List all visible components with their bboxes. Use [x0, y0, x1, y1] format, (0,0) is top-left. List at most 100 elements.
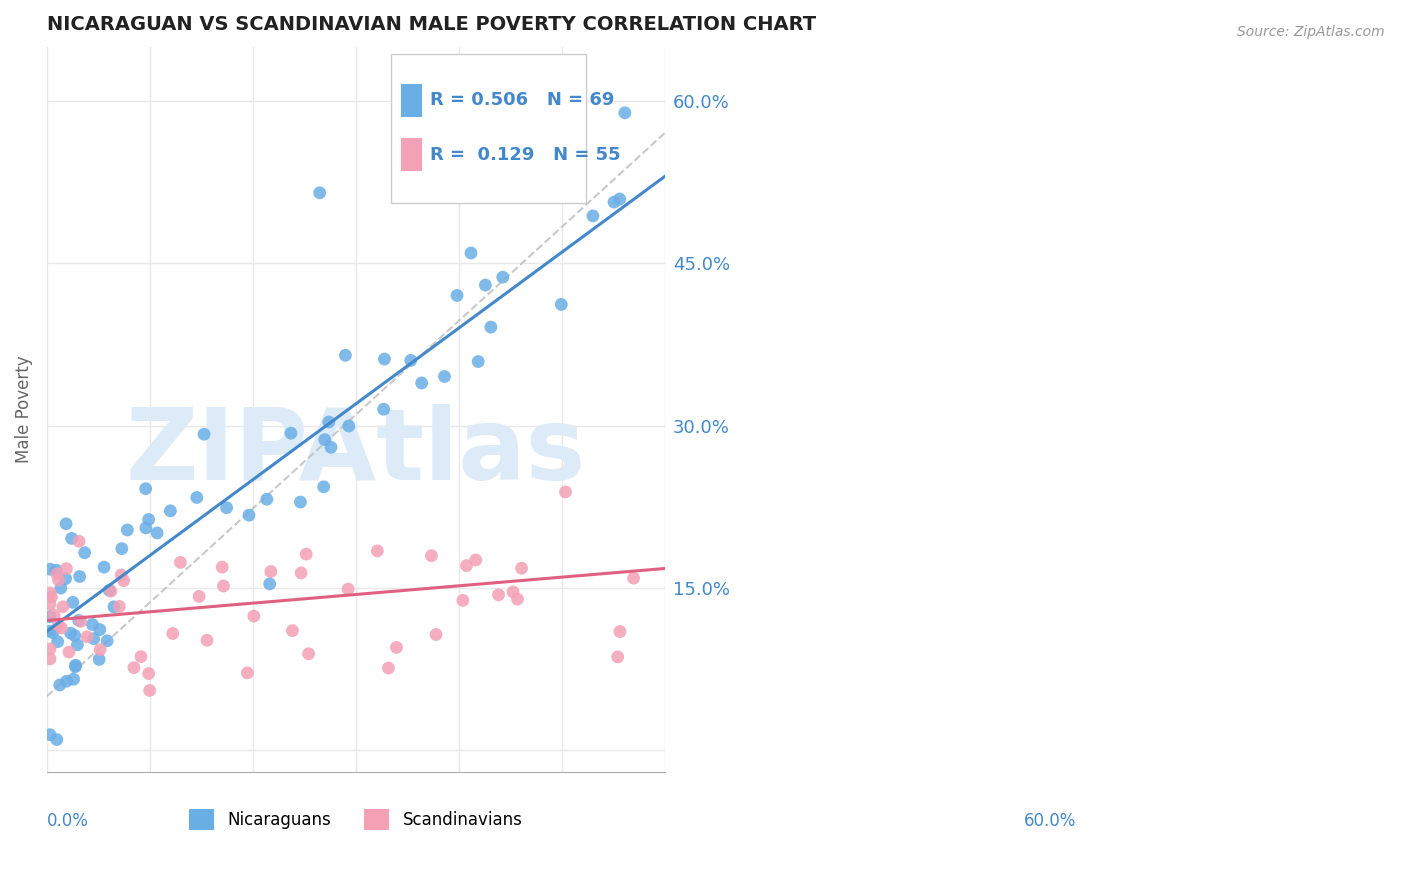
Point: [58, 645, 80, 659]
Point: [451, 593, 474, 607]
Point: [259, 577, 281, 591]
Point: [188, 590, 211, 604]
Point: [45, 732, 67, 747]
Point: [117, 523, 139, 537]
Point: [613, 105, 636, 120]
Point: [488, 588, 510, 602]
Y-axis label: Male Poverty: Male Poverty: [15, 356, 32, 463]
Point: [318, 415, 340, 429]
Text: R =  0.129   N = 55: R = 0.129 N = 55: [430, 145, 620, 164]
Point: [129, 649, 152, 664]
Point: [582, 209, 605, 223]
Point: [89, 623, 111, 637]
Point: [425, 627, 447, 641]
FancyBboxPatch shape: [391, 54, 585, 202]
Point: [373, 402, 395, 417]
Point: [169, 556, 191, 570]
Point: [55, 562, 77, 576]
Point: [138, 666, 160, 681]
Point: [337, 582, 360, 596]
Point: [243, 609, 266, 624]
Point: [89, 652, 111, 666]
Point: [492, 270, 515, 285]
Point: [46, 634, 69, 648]
Point: [502, 585, 524, 599]
Point: [135, 482, 157, 496]
Point: [506, 592, 529, 607]
Point: [385, 640, 408, 655]
Point: [159, 504, 181, 518]
Text: NICARAGUAN VS SCANDINAVIAN MALE POVERTY CORRELATION CHART: NICARAGUAN VS SCANDINAVIAN MALE POVERTY …: [46, 15, 815, 34]
Point: [48, 573, 70, 587]
Point: [554, 485, 576, 500]
Point: [479, 320, 502, 334]
Point: [464, 553, 486, 567]
Point: [308, 186, 330, 200]
Point: [98, 583, 121, 598]
Point: [89, 642, 111, 657]
Point: [297, 647, 319, 661]
Point: [420, 549, 443, 563]
Point: [146, 525, 169, 540]
Point: [69, 615, 91, 629]
Point: [82, 617, 104, 632]
Point: [281, 624, 304, 638]
Point: [550, 297, 572, 311]
Point: [295, 547, 318, 561]
Point: [65, 658, 87, 673]
Point: [55, 572, 77, 586]
Point: [76, 630, 98, 644]
Point: [42, 625, 65, 640]
Point: [411, 376, 433, 390]
Point: [122, 660, 145, 674]
Point: [138, 512, 160, 526]
Point: [238, 508, 260, 523]
Point: [290, 495, 312, 509]
Point: [59, 626, 82, 640]
Point: [456, 558, 478, 573]
FancyBboxPatch shape: [401, 138, 422, 171]
Point: [55, 516, 77, 531]
Point: [65, 659, 87, 673]
Point: [290, 566, 312, 580]
Point: [39, 728, 62, 742]
Point: [623, 571, 645, 585]
Point: [67, 534, 90, 549]
Point: [280, 426, 302, 441]
Point: [39, 624, 62, 639]
Point: [112, 574, 135, 588]
Text: 60.0%: 60.0%: [1024, 812, 1077, 830]
Text: 0.0%: 0.0%: [46, 812, 89, 830]
Point: [39, 609, 62, 624]
Point: [335, 348, 357, 362]
Point: [260, 565, 283, 579]
Point: [319, 440, 342, 454]
Point: [211, 560, 233, 574]
Point: [467, 354, 489, 368]
Point: [66, 638, 89, 652]
Point: [73, 546, 96, 560]
Point: [510, 561, 533, 575]
Point: [337, 419, 360, 434]
Point: [93, 560, 115, 574]
Point: [60, 532, 83, 546]
Point: [460, 246, 482, 260]
Point: [62, 672, 84, 686]
Point: [39, 586, 62, 600]
Point: [45, 563, 67, 577]
Point: [138, 683, 160, 698]
Point: [110, 568, 132, 582]
Point: [111, 541, 134, 556]
Point: [433, 369, 456, 384]
Point: [314, 433, 336, 447]
Point: [366, 544, 388, 558]
Point: [49, 581, 72, 595]
Point: [41, 590, 63, 604]
Point: [162, 626, 184, 640]
Point: [373, 352, 395, 367]
Point: [236, 665, 259, 680]
Point: [69, 569, 91, 583]
Text: ZIPAtlas: ZIPAtlas: [125, 404, 586, 501]
Legend: Nicaraguans, Scandinavians: Nicaraguans, Scandinavians: [183, 803, 529, 837]
Point: [135, 521, 157, 535]
